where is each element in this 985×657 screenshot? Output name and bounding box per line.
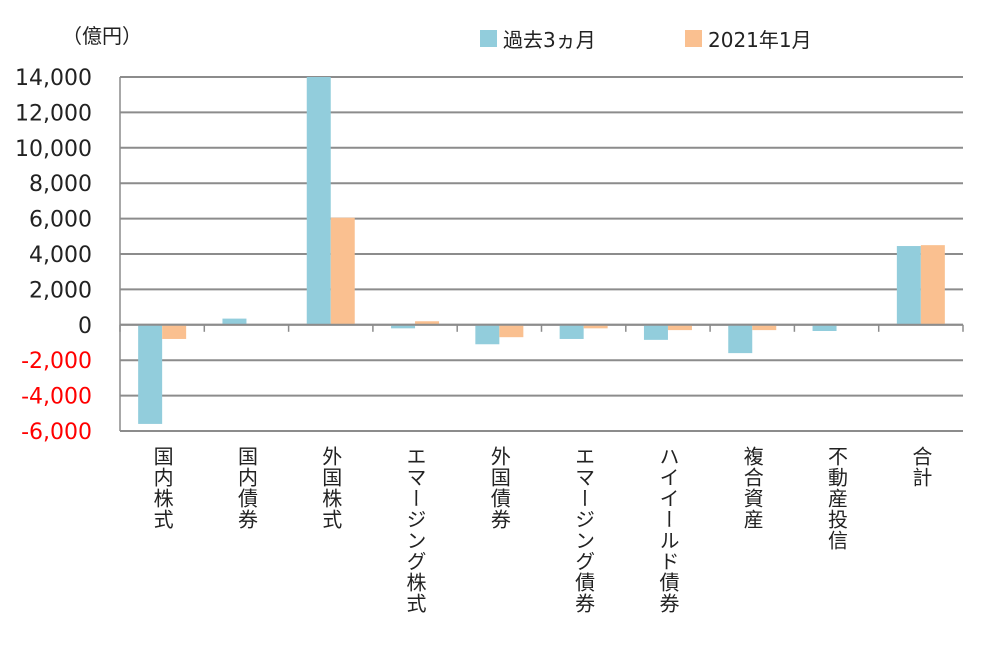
y-tick-label: 0 bbox=[78, 314, 92, 339]
x-tick-label: エマージング株式 bbox=[403, 446, 428, 614]
legend-item-past-3-months: 過去3ヵ月 bbox=[480, 24, 596, 53]
bar bbox=[752, 324, 777, 331]
legend-swatch bbox=[480, 30, 497, 47]
y-tick-label: 12,000 bbox=[15, 101, 92, 126]
legend-label: 過去3ヵ月 bbox=[503, 28, 596, 52]
bar bbox=[583, 324, 608, 329]
bar bbox=[415, 321, 440, 325]
x-tick-label: 外国株式 bbox=[318, 446, 343, 530]
bar bbox=[391, 324, 416, 329]
bar bbox=[559, 324, 584, 339]
legend-label: 2021年1月 bbox=[708, 28, 812, 52]
x-tick-label: 合計 bbox=[908, 446, 933, 488]
y-tick-label: 10,000 bbox=[15, 137, 92, 162]
bar bbox=[812, 324, 837, 331]
bar bbox=[920, 245, 945, 325]
y-tick-label: 14,000 bbox=[15, 66, 92, 91]
x-tick-label: 国内債券 bbox=[234, 446, 259, 530]
bar bbox=[499, 324, 524, 338]
bar bbox=[222, 318, 247, 325]
x-tick-label: 複合資産 bbox=[740, 446, 765, 530]
legend-item-jan-2021: 2021年1月 bbox=[685, 24, 812, 53]
y-tick-label: -2,000 bbox=[21, 349, 92, 374]
bar bbox=[330, 217, 355, 325]
bar bbox=[667, 324, 692, 331]
bar bbox=[162, 324, 187, 339]
x-tick-label: 国内株式 bbox=[150, 446, 175, 530]
y-tick-label: -4,000 bbox=[21, 385, 92, 410]
bar bbox=[896, 246, 921, 325]
y-tick-label: 2,000 bbox=[29, 278, 92, 303]
x-tick-label: 外国債券 bbox=[487, 446, 512, 530]
legend-swatch bbox=[685, 30, 702, 47]
x-tick-label: エマージング債券 bbox=[571, 446, 596, 614]
y-tick-label: 6,000 bbox=[29, 208, 92, 233]
bar bbox=[306, 77, 331, 325]
y-tick-label: 8,000 bbox=[29, 172, 92, 197]
x-tick-label: 不動産投信 bbox=[824, 446, 849, 551]
bar bbox=[728, 324, 753, 354]
bar bbox=[138, 324, 163, 424]
unit-label: （億円） bbox=[62, 24, 142, 48]
y-tick-label: -6,000 bbox=[21, 420, 92, 445]
bar bbox=[643, 324, 668, 340]
y-tick-label: 4,000 bbox=[29, 243, 92, 268]
bar bbox=[475, 324, 500, 345]
x-tick-label: ハイイールド債券 bbox=[655, 446, 680, 614]
